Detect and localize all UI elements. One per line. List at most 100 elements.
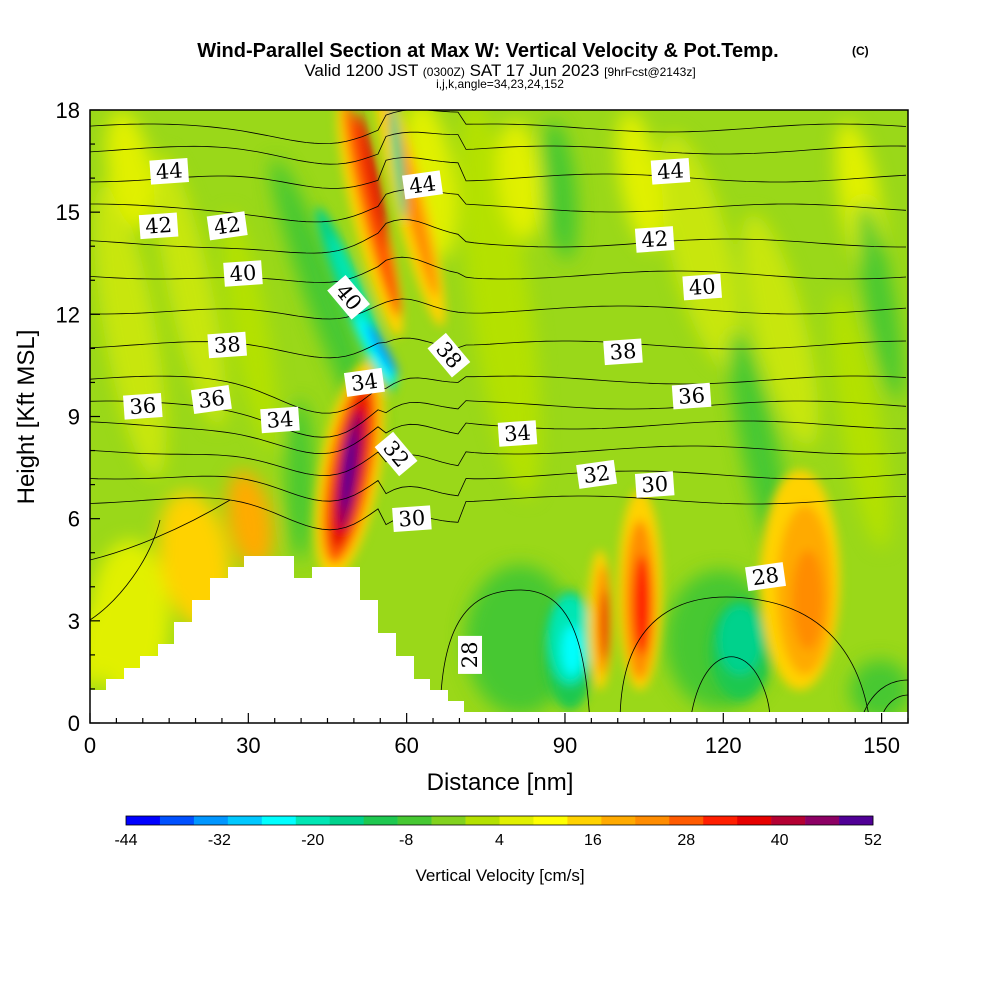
theta-contour-line [90, 445, 907, 477]
colorbar-swatch [397, 816, 432, 825]
contour-label-box [374, 431, 418, 477]
velocity-cell [497, 120, 543, 240]
velocity-cell [857, 201, 903, 399]
x-tick-label: 90 [553, 733, 577, 758]
valid-forecast: [9hrFcst@2143z] [604, 65, 696, 79]
contour-label-box [123, 393, 163, 420]
contour-label-box [603, 338, 643, 366]
contour-label-text: 38 [609, 339, 637, 365]
grid-indices: i,j,k,angle=34,23,24,152 [436, 77, 564, 91]
y-tick-label: 3 [68, 609, 80, 634]
contour-label-text: 36 [129, 393, 157, 419]
x-axis-label: Distance [nm] [427, 769, 574, 796]
contour-label-box [650, 158, 691, 185]
colorbar-label: Vertical Velocity [cm/s] [415, 866, 584, 885]
contour-label-box [634, 471, 675, 498]
contour-label: 40 [223, 260, 263, 287]
contour-label-box [343, 367, 385, 397]
velocity-cell [341, 430, 355, 510]
velocity-cell [542, 120, 578, 260]
colorbar-tick-label: 28 [677, 832, 695, 849]
y-tick-label: 18 [56, 98, 80, 123]
velocity-cell [601, 590, 609, 660]
colorbar-swatch [669, 816, 704, 825]
contour-label: 32 [576, 459, 618, 489]
colorbar-tick-label: -32 [208, 832, 231, 849]
contour-label: 40 [682, 273, 722, 301]
contour-label: 44 [650, 158, 691, 185]
theta-contour-line [90, 495, 907, 531]
velocity-cell [718, 605, 762, 675]
contour-label: 36 [190, 384, 232, 415]
x-axis: 0 30 60 90 120 150 [84, 713, 909, 758]
velocity-cell [830, 291, 890, 549]
x-tick-label: 60 [394, 733, 418, 758]
contour-label-box [207, 331, 247, 359]
contour-label: 30 [392, 505, 432, 532]
velocity-cell [465, 565, 575, 715]
theta-contour-line [90, 499, 231, 561]
colorbar-swatch [295, 816, 331, 825]
theta-contour-line [439, 589, 591, 723]
colorbar-tick-label: -20 [301, 832, 324, 849]
velocity-cell [226, 470, 274, 570]
contour-label-text: 28 [751, 563, 781, 590]
contour-label-box [327, 275, 371, 320]
y-tick-label: 12 [56, 302, 80, 327]
theta-contour-line [90, 519, 161, 621]
contour-label: 34 [497, 420, 538, 447]
contour-label-box [149, 158, 189, 185]
contour-label: 42 [634, 226, 675, 253]
contour-label: 42 [138, 212, 179, 240]
valid-zone: (0300Z) [423, 65, 465, 79]
valid-prefix: Valid 1200 JST [304, 61, 418, 80]
contour-label: 38 [207, 331, 247, 359]
y-axis-label: Height [Kft MSL] [13, 330, 40, 505]
colorbar-tick-label: -8 [399, 832, 413, 849]
contour-label-box [497, 420, 538, 447]
colorbar-swatch [533, 816, 568, 825]
contour-label-box [427, 332, 471, 378]
velocity-cell [366, 323, 398, 377]
contour-label: 38 [603, 338, 643, 366]
theta-contour-line [689, 656, 771, 723]
y-axis: 0 3 6 9 12 15 18 [56, 98, 100, 736]
x-tick-label: 120 [705, 733, 742, 758]
velocity-cell [90, 610, 102, 690]
colorbar-swatch [703, 816, 738, 825]
colorbar-swatch [227, 816, 263, 825]
colorbar-tick-label: 40 [771, 832, 789, 849]
x-tick-label: 150 [863, 733, 900, 758]
contour-label: 30 [634, 471, 675, 498]
contour-label-text: 30 [398, 506, 426, 532]
y-tick-label: 9 [68, 405, 80, 430]
contour-label-text: 30 [641, 472, 669, 498]
contour-label-text: 42 [144, 213, 172, 239]
contour-label-box [745, 562, 786, 592]
theta-contour-line [619, 596, 871, 723]
valid-date: SAT 17 Jun 2023 [470, 61, 600, 80]
contour-label-text: 36 [196, 386, 226, 413]
x-tick-label: 30 [236, 733, 260, 758]
contour-label-text: 42 [212, 212, 242, 239]
colorbar-tick-label: 4 [495, 832, 504, 849]
theta-contour-line [90, 375, 907, 414]
velocity-cell [286, 400, 314, 560]
contour-label-box [138, 212, 179, 240]
contour-label: 34 [343, 367, 385, 397]
contour-label-box [682, 273, 722, 301]
colorbar-swatch [363, 816, 398, 825]
velocity-cell [270, 158, 380, 442]
colorbar-swatch [601, 816, 636, 825]
colorbar-tick-label: -44 [114, 832, 137, 849]
colorbar-tick-label: 52 [864, 832, 882, 849]
velocity-cell [741, 213, 819, 447]
contour-label-box [458, 635, 482, 674]
colorbar-tick-label: 16 [584, 832, 602, 849]
colorbar-swatch [737, 816, 772, 825]
contour-label-text: 44 [155, 158, 183, 184]
theta-contour-line [90, 400, 907, 438]
contour-label-text: 36 [677, 383, 705, 409]
